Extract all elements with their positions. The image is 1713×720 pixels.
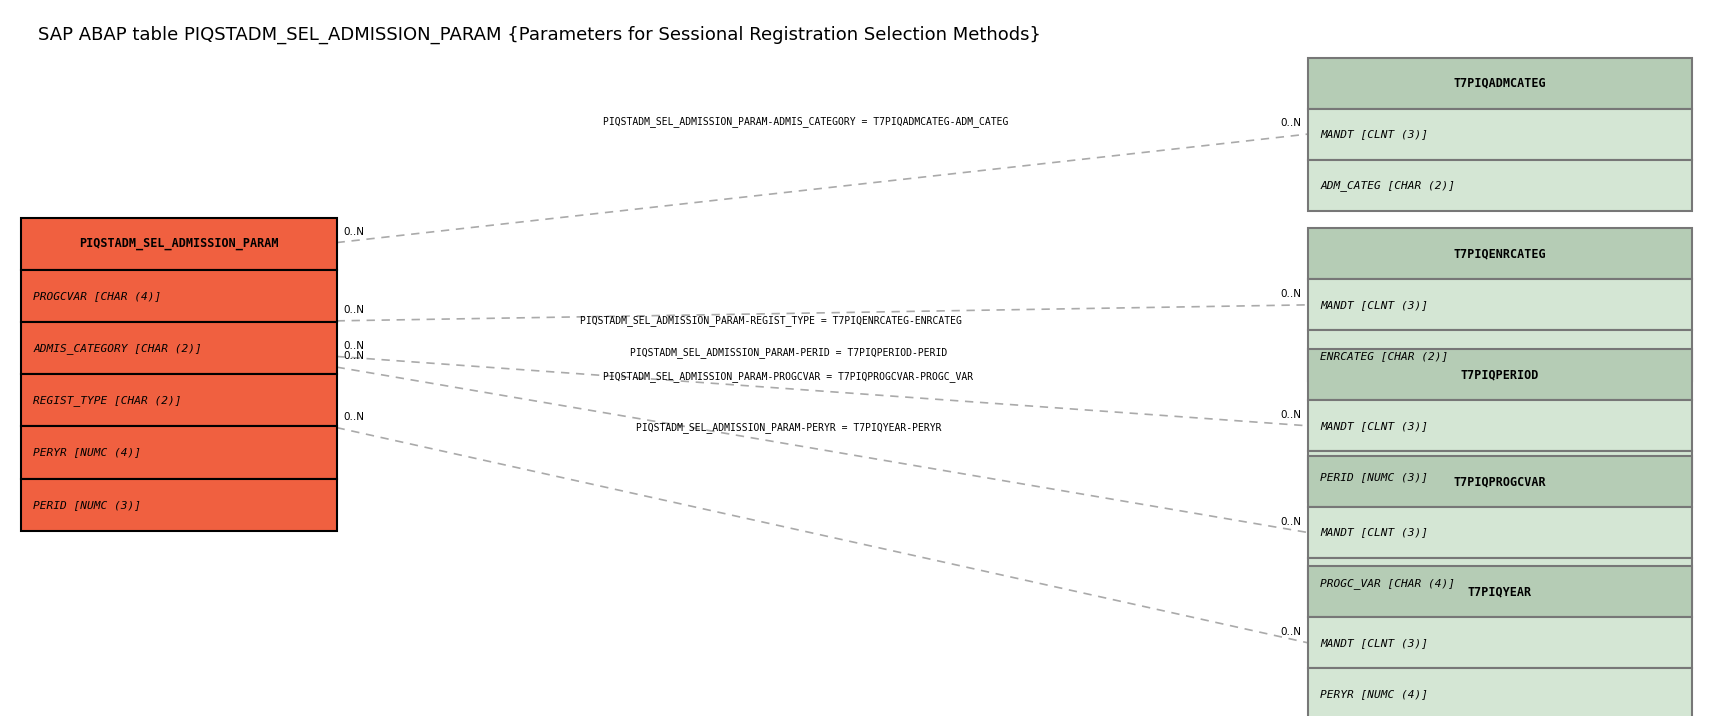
Text: 0..N: 0..N (343, 341, 365, 351)
Text: T7PIQYEAR: T7PIQYEAR (1468, 585, 1531, 598)
Text: PERYR [NUMC (4)]: PERYR [NUMC (4)] (1321, 689, 1429, 699)
Text: MANDT [CLNT (3)]: MANDT [CLNT (3)] (1321, 528, 1429, 538)
FancyBboxPatch shape (1309, 349, 1692, 400)
FancyBboxPatch shape (1309, 58, 1692, 109)
Text: T7PIQADMCATEG: T7PIQADMCATEG (1454, 76, 1547, 89)
Text: T7PIQPROGCVAR: T7PIQPROGCVAR (1454, 475, 1547, 488)
FancyBboxPatch shape (1309, 279, 1692, 330)
Text: ADM_CATEG [CHAR (2)]: ADM_CATEG [CHAR (2)] (1321, 179, 1454, 191)
Text: T7PIQPERIOD: T7PIQPERIOD (1461, 369, 1540, 382)
FancyBboxPatch shape (1309, 228, 1692, 279)
Text: PIQSTADM_SEL_ADMISSION_PARAM-REGIST_TYPE = T7PIQENRCATEG-ENRCATEG: PIQSTADM_SEL_ADMISSION_PARAM-REGIST_TYPE… (581, 315, 963, 326)
Text: 0..N: 0..N (343, 412, 365, 422)
FancyBboxPatch shape (1309, 558, 1692, 609)
Text: MANDT [CLNT (3)]: MANDT [CLNT (3)] (1321, 300, 1429, 310)
FancyBboxPatch shape (21, 479, 336, 531)
FancyBboxPatch shape (1309, 109, 1692, 160)
Text: 0..N: 0..N (1280, 517, 1302, 527)
Text: MANDT [CLNT (3)]: MANDT [CLNT (3)] (1321, 420, 1429, 431)
Text: 0..N: 0..N (343, 305, 365, 315)
FancyBboxPatch shape (1309, 330, 1692, 382)
FancyBboxPatch shape (1309, 668, 1692, 719)
FancyBboxPatch shape (1309, 400, 1692, 451)
Text: PERID [NUMC (3)]: PERID [NUMC (3)] (33, 500, 140, 510)
FancyBboxPatch shape (21, 374, 336, 426)
FancyBboxPatch shape (1309, 451, 1692, 503)
Text: PROGC_VAR [CHAR (4)]: PROGC_VAR [CHAR (4)] (1321, 578, 1454, 589)
Text: MANDT [CLNT (3)]: MANDT [CLNT (3)] (1321, 129, 1429, 139)
Text: PROGCVAR [CHAR (4)]: PROGCVAR [CHAR (4)] (33, 291, 161, 301)
Text: PIQSTADM_SEL_ADMISSION_PARAM-PROGCVAR = T7PIQPROGCVAR-PROGC_VAR: PIQSTADM_SEL_ADMISSION_PARAM-PROGCVAR = … (603, 371, 973, 382)
Text: ENRCATEG [CHAR (2)]: ENRCATEG [CHAR (2)] (1321, 351, 1449, 361)
Text: PIQSTADM_SEL_ADMISSION_PARAM-PERYR = T7PIQYEAR-PERYR: PIQSTADM_SEL_ADMISSION_PARAM-PERYR = T7P… (636, 422, 940, 433)
FancyBboxPatch shape (1309, 567, 1692, 617)
Text: 0..N: 0..N (1280, 118, 1302, 128)
Text: REGIST_TYPE [CHAR (2)]: REGIST_TYPE [CHAR (2)] (33, 395, 182, 406)
Text: PIQSTADM_SEL_ADMISSION_PARAM: PIQSTADM_SEL_ADMISSION_PARAM (79, 238, 279, 251)
FancyBboxPatch shape (21, 426, 336, 479)
FancyBboxPatch shape (1309, 160, 1692, 210)
Text: SAP ABAP table PIQSTADM_SEL_ADMISSION_PARAM {Parameters for Sessional Registrati: SAP ABAP table PIQSTADM_SEL_ADMISSION_PA… (38, 25, 1042, 44)
FancyBboxPatch shape (1309, 507, 1692, 558)
Text: ADMIS_CATEGORY [CHAR (2)]: ADMIS_CATEGORY [CHAR (2)] (33, 343, 202, 354)
FancyBboxPatch shape (21, 322, 336, 374)
Text: 0..N: 0..N (343, 227, 365, 237)
FancyBboxPatch shape (1309, 617, 1692, 668)
Text: MANDT [CLNT (3)]: MANDT [CLNT (3)] (1321, 638, 1429, 648)
Text: 0..N: 0..N (1280, 410, 1302, 420)
Text: 0..N: 0..N (1280, 289, 1302, 299)
Text: PERID [NUMC (3)]: PERID [NUMC (3)] (1321, 472, 1429, 482)
FancyBboxPatch shape (21, 217, 336, 270)
Text: PIQSTADM_SEL_ADMISSION_PARAM-ADMIS_CATEGORY = T7PIQADMCATEG-ADM_CATEG: PIQSTADM_SEL_ADMISSION_PARAM-ADMIS_CATEG… (603, 116, 1007, 127)
FancyBboxPatch shape (1309, 456, 1692, 507)
FancyBboxPatch shape (21, 270, 336, 322)
Text: PIQSTADM_SEL_ADMISSION_PARAM-PERID = T7PIQPERIOD-PERID: PIQSTADM_SEL_ADMISSION_PARAM-PERID = T7P… (630, 348, 947, 359)
Text: 0..N: 0..N (1280, 627, 1302, 637)
Text: PERYR [NUMC (4)]: PERYR [NUMC (4)] (33, 448, 140, 457)
Text: 0..N: 0..N (343, 351, 365, 361)
Text: T7PIQENRCATEG: T7PIQENRCATEG (1454, 248, 1547, 261)
